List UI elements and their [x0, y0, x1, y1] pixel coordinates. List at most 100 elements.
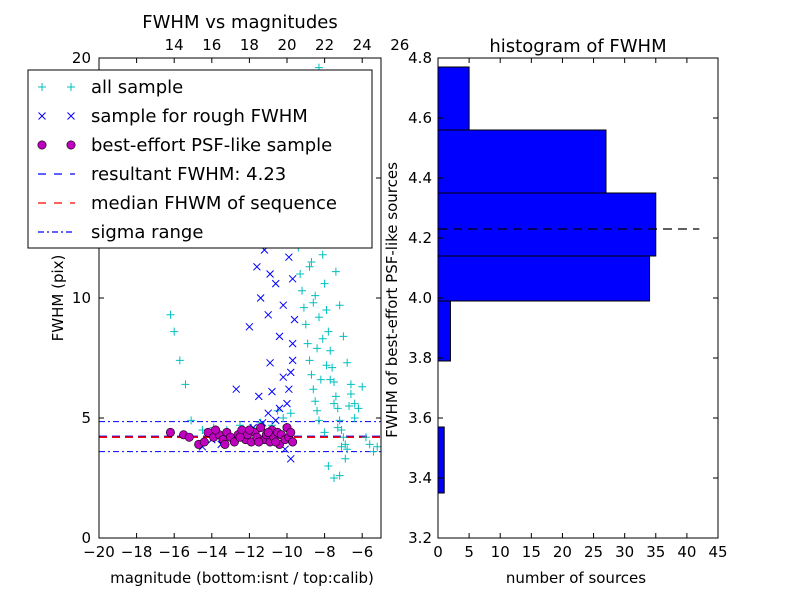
legend-box — [27, 69, 373, 249]
histogram-bar — [437, 192, 657, 257]
scatter-point-series-0 — [339, 332, 348, 341]
scatter-point-series-0 — [326, 346, 335, 355]
x-tick-label: −10 — [271, 543, 303, 561]
histogram-bar — [437, 426, 445, 494]
scatter-point-series-0 — [301, 320, 310, 329]
scatter-point-series-2 — [211, 425, 221, 435]
scatter-point-series-0 — [354, 404, 363, 413]
legend-label: median FHWM of sequence — [91, 193, 337, 214]
x-tick-label: −20 — [83, 543, 115, 561]
scatter-point-series-0 — [346, 390, 355, 398]
scatter-point-series-2 — [271, 437, 281, 447]
scatter-point-series-0 — [320, 279, 329, 288]
scatter-point-series-0 — [309, 298, 318, 307]
scatter-point-series-1 — [286, 454, 295, 463]
scatter-point-series-0 — [279, 414, 288, 422]
left-chart-title: FWHM vs magnitudes — [142, 12, 337, 33]
scatter-point-series-2 — [256, 423, 266, 433]
left-x-axis-label: magnitude (bottom:isnt / top:calib) — [110, 569, 374, 587]
scatter-point-series-0 — [350, 414, 359, 422]
scatter-point-series-0 — [333, 423, 342, 432]
scatter-point-series-0 — [339, 433, 348, 442]
legend-marker — [38, 83, 46, 91]
scatter-point-series-0 — [322, 306, 331, 314]
y-tick-label: 4.6 — [408, 109, 432, 127]
scatter-point-series-1 — [266, 270, 274, 278]
x-tick-label: −12 — [234, 543, 266, 561]
right-y-axis-label: FWHM of best-effort PSF-like sources — [383, 162, 401, 438]
scatter-point-series-2 — [199, 437, 209, 447]
scatter-point-series-1 — [286, 368, 295, 377]
scatter-point-series-0 — [181, 380, 190, 389]
scatter-point-series-0 — [298, 286, 307, 295]
y-tick-label: 3.4 — [408, 469, 432, 487]
legend: all sample sample for rough FWHM best-effo… — [27, 69, 373, 249]
legend-label: best-effort PSF-like sample — [91, 135, 332, 156]
scatter-point-series-0 — [187, 416, 196, 425]
legend-label: all sample — [91, 77, 183, 98]
scatter-point-series-0 — [314, 416, 323, 425]
scatter-point-series-0 — [328, 363, 337, 372]
scatter-point-series-2 — [220, 439, 230, 449]
scatter-point-series-1 — [271, 279, 280, 288]
x-tick-label: 35 — [646, 543, 665, 561]
histogram-bars — [437, 66, 657, 494]
top-tick-label: 20 — [277, 36, 296, 54]
scatter-point-series-1 — [290, 315, 299, 324]
scatter-point-series-1 — [279, 301, 288, 310]
scatter-point-series-0 — [331, 392, 340, 401]
right-x-axis-label: number of sources — [506, 569, 646, 587]
scatter-point-series-1 — [271, 416, 280, 425]
scatter-point-series-1 — [245, 322, 254, 331]
x-tick-label: −6 — [351, 543, 373, 561]
y-tick-label: 3.6 — [408, 409, 432, 427]
scatter-point-series-0 — [358, 382, 367, 391]
scatter-point-series-1 — [266, 358, 274, 367]
reference-lines — [99, 421, 381, 453]
scatter-point-series-0 — [318, 250, 327, 259]
scatter-point-series-0 — [346, 380, 355, 389]
scatter-point-series-1 — [285, 253, 293, 262]
scatter-point-series-0 — [296, 270, 305, 278]
x-tick-label: 30 — [615, 543, 634, 561]
legend-marker — [37, 140, 47, 150]
right-chart-title: histogram of FWHM — [489, 36, 666, 57]
legend-marker — [66, 140, 76, 150]
scatter-point-series-2 — [165, 427, 175, 437]
scatter-point-series-0 — [335, 301, 344, 310]
legend-label: resultant FWHM: 4.23 — [91, 164, 286, 185]
scatter-point-series-0 — [337, 442, 346, 451]
scatter-point-series-2 — [254, 437, 264, 447]
scatter-point-series-0 — [361, 433, 370, 442]
y-tick-label: 4.4 — [408, 169, 432, 187]
legend-label: sample for rough FWHM — [91, 106, 308, 127]
scatter-point-series-2 — [286, 427, 296, 437]
scatter-point-series-1 — [254, 392, 263, 401]
left-axes-ticks: −20−18−16−14−12−10−8−6051015201416182022… — [72, 36, 409, 561]
scatter-point-series-1 — [288, 356, 297, 365]
x-tick-label: 45 — [708, 543, 727, 561]
left-scatter-panel: −20−18−16−14−12−10−8−6051015201416182022… — [27, 12, 409, 587]
histogram-bar — [437, 66, 470, 131]
y-tick-label: 0 — [81, 529, 91, 547]
top-tick-label: 26 — [390, 36, 409, 54]
scatter-point-series-1 — [288, 274, 297, 283]
legend-label: sigma range — [91, 222, 203, 243]
scatter-point-series-0 — [307, 258, 316, 266]
scatter-point-series-0 — [305, 262, 314, 271]
scatter-point-series-0 — [309, 385, 318, 394]
x-tick-label: 5 — [464, 543, 474, 561]
scatter-point-series-0 — [343, 358, 352, 367]
x-tick-label: 0 — [433, 543, 443, 561]
top-tick-label: 14 — [165, 36, 184, 54]
scatter-point-series-1 — [232, 385, 241, 394]
scatter-point-series-0 — [324, 327, 333, 336]
scatter-point-series-0 — [345, 402, 354, 410]
scatter-point-series-1 — [275, 332, 284, 341]
scatter-point-series-1 — [285, 385, 293, 394]
scatter-point-series-0 — [316, 375, 325, 384]
scatter-point-series-0 — [335, 471, 344, 480]
scatter-point-series-1 — [264, 409, 273, 418]
scatter-point-series-0 — [320, 428, 329, 437]
